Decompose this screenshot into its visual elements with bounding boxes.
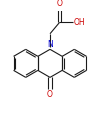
- Text: N: N: [47, 40, 53, 49]
- Text: O: O: [57, 0, 62, 8]
- Text: O: O: [47, 90, 53, 99]
- Text: OH: OH: [74, 18, 85, 27]
